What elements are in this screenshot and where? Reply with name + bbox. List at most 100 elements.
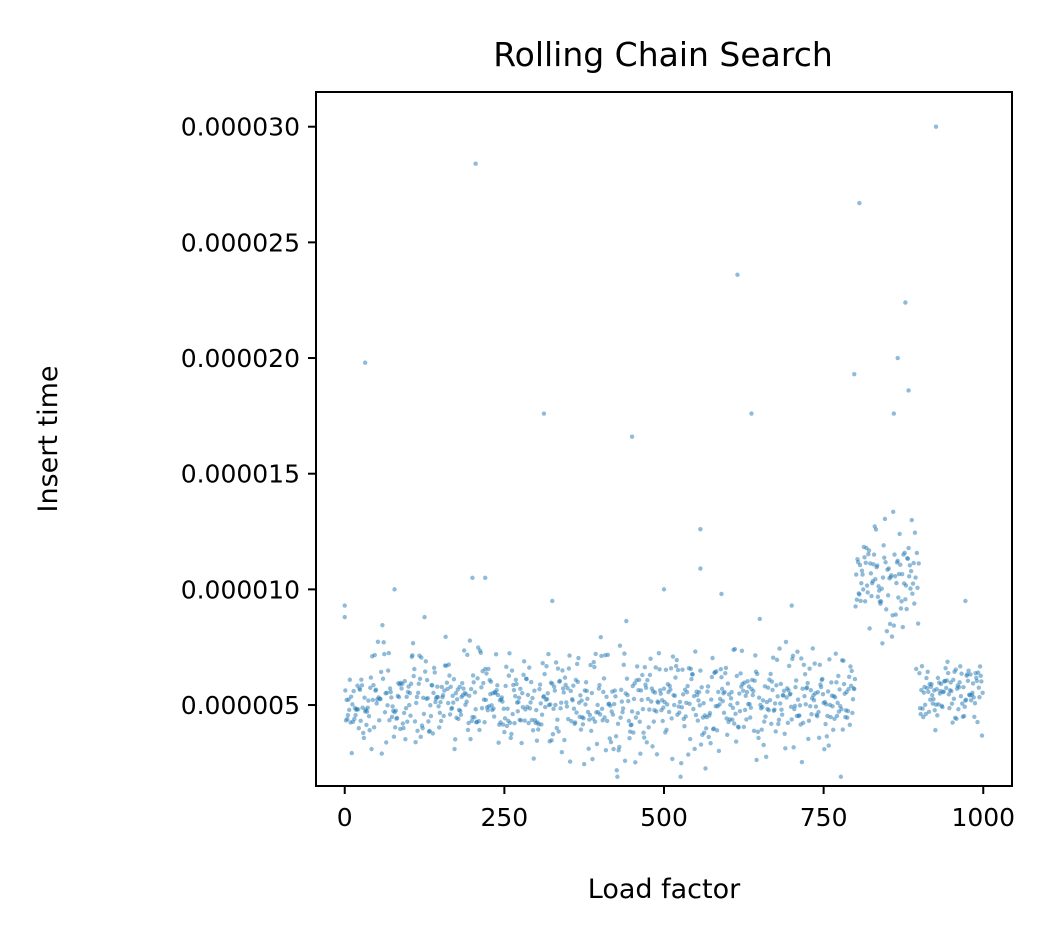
data-point (526, 720, 531, 726)
data-point (699, 685, 704, 690)
data-point (970, 690, 975, 696)
data-point (414, 700, 419, 706)
data-point (416, 681, 421, 686)
data-point (611, 701, 617, 707)
data-point (660, 718, 665, 724)
data-point (356, 725, 361, 731)
data-point (619, 687, 624, 693)
data-point (929, 692, 935, 698)
data-point (566, 666, 572, 671)
data-point (893, 612, 898, 617)
data-point (902, 550, 907, 555)
data-point (909, 517, 914, 523)
data-point (444, 680, 450, 685)
data-point (426, 719, 431, 724)
data-point (799, 759, 805, 765)
data-point (452, 746, 457, 752)
data-point (668, 687, 673, 692)
data-point (450, 693, 455, 699)
data-point (670, 756, 675, 762)
data-point (707, 710, 713, 716)
data-point (551, 684, 557, 689)
data-point (583, 702, 588, 707)
data-point (772, 707, 777, 712)
data-point (945, 670, 951, 676)
data-point (468, 686, 474, 692)
data-point (720, 698, 725, 704)
data-point (760, 698, 766, 703)
data-point (801, 662, 807, 667)
data-point (705, 689, 710, 694)
data-point (362, 360, 368, 365)
data-point (857, 562, 863, 568)
data-point (719, 686, 725, 692)
data-point (467, 638, 473, 643)
data-point (592, 664, 597, 670)
data-point (859, 581, 864, 586)
data-point (756, 695, 762, 700)
data-point (863, 560, 868, 565)
data-point (738, 671, 743, 676)
data-point (963, 598, 968, 604)
data-point (782, 731, 787, 736)
data-point (876, 584, 881, 589)
data-point (558, 706, 563, 711)
data-point (489, 703, 494, 708)
data-point (951, 677, 956, 682)
data-point (581, 761, 587, 767)
data-point (805, 680, 810, 686)
data-point (516, 699, 521, 705)
data-point (826, 743, 831, 748)
data-point (366, 698, 371, 703)
data-point (634, 664, 640, 669)
data-point (511, 687, 517, 693)
data-point (430, 731, 436, 736)
data-point (875, 594, 881, 599)
data-point (679, 705, 685, 710)
data-point (933, 124, 939, 129)
data-point (578, 693, 583, 698)
data-point (407, 702, 412, 708)
data-point (690, 672, 695, 677)
data-point (553, 702, 558, 708)
data-point (958, 664, 963, 669)
data-point (891, 411, 897, 416)
data-point (449, 705, 455, 711)
data-point (612, 688, 618, 693)
data-point (817, 662, 822, 668)
data-point (664, 727, 669, 732)
data-point (656, 700, 661, 705)
data-point (553, 660, 559, 665)
data-point (889, 634, 895, 639)
data-point (822, 746, 827, 752)
data-point (574, 661, 580, 667)
data-point (557, 678, 563, 684)
data-point (537, 686, 542, 692)
data-point (380, 622, 385, 628)
data-point (832, 716, 837, 721)
data-point (635, 710, 641, 716)
data-point (640, 706, 646, 712)
data-point (709, 674, 715, 680)
data-point (661, 686, 667, 691)
data-point (585, 696, 590, 701)
data-point (891, 509, 896, 515)
data-point (773, 729, 778, 734)
data-point (648, 656, 653, 661)
data-point (770, 655, 776, 660)
data-point (594, 741, 600, 747)
data-point (361, 735, 367, 741)
data-point (399, 686, 404, 691)
data-point (816, 709, 821, 715)
data-point (448, 684, 453, 690)
data-point (803, 702, 808, 707)
data-point (906, 545, 911, 551)
data-point (531, 756, 536, 761)
data-point (980, 690, 985, 695)
data-point (403, 706, 409, 711)
data-point (892, 573, 898, 579)
data-point (432, 670, 437, 675)
data-point (555, 717, 560, 722)
data-point (935, 675, 941, 681)
data-point (823, 702, 829, 707)
